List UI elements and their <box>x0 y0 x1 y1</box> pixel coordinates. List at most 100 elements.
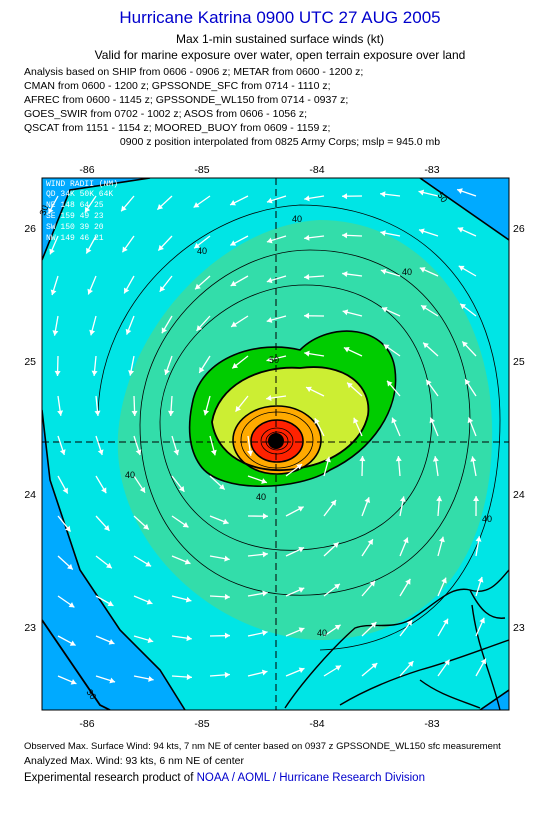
observed-max-wind: Observed Max. Surface Wind: 94 kts, 7 nm… <box>24 741 501 752</box>
wind-arrow-head <box>161 327 167 334</box>
wind-arrow-head <box>262 629 268 636</box>
wind-arrow-head <box>68 602 75 608</box>
credit-prefix: Experimental research product of <box>24 772 197 784</box>
wind-arrow-head <box>121 205 127 212</box>
wind-arrow-head <box>298 587 305 593</box>
wind-arrow-head <box>402 537 409 544</box>
wind-arrow-head <box>106 562 112 569</box>
wind-arrow-head <box>50 289 57 296</box>
wind-arrow-head <box>224 671 230 678</box>
wind-arrow-head <box>59 449 66 455</box>
contour-label: 40 <box>317 628 327 638</box>
wind-arrow-head <box>441 577 447 584</box>
wind-arrow-head <box>458 265 465 272</box>
contour-label: 40 <box>256 492 266 502</box>
wind-arrow-head <box>370 622 377 628</box>
wind-radii-legend: WIND RADII (NM) QD 34K 50K 64K NE 148 64… <box>46 180 118 243</box>
wind-arrow-head <box>247 450 254 456</box>
wind-arrow-head <box>418 228 425 235</box>
wind-arrow-head <box>194 242 200 249</box>
wind-arrow-head <box>109 677 116 684</box>
wind-arrow-head <box>186 635 192 642</box>
wind-arrow-head <box>369 580 376 587</box>
wind-arrow-head <box>353 417 359 424</box>
analysis-line-5: QSCAT from 1151 - 1154 z; MOORED_BUOY fr… <box>24 122 331 134</box>
analysis-line-2: CMAN from 0600 - 1200 z; GPSSONDE_SFC fr… <box>24 80 331 92</box>
analysis-line-4: GOES_SWIR from 0702 - 1002 z; ASOS from … <box>24 108 308 120</box>
wind-arrow-head <box>332 542 339 548</box>
wind-arrow-head <box>359 456 366 462</box>
contour-label: 50 <box>269 355 279 365</box>
wind-arrow-head <box>342 232 348 239</box>
wind-arrow-head <box>52 330 59 336</box>
contour-label: 50 <box>435 190 449 204</box>
wind-arrow-head <box>304 234 310 241</box>
lon-ticks-bottom: -86 -85 -84 -83 <box>79 718 439 730</box>
wind-arrow-head <box>266 197 273 204</box>
wind-arrow-head <box>94 410 101 416</box>
wind-arrow-head <box>230 240 237 246</box>
wind-field-map: -86 -85 -84 -83 -86 -85 -84 -83 26 25 24… <box>24 164 525 730</box>
wind-arrow-head <box>261 669 268 676</box>
legend-row: SE 159 49 23 <box>46 212 104 221</box>
contour-label: 40 <box>197 246 207 256</box>
wind-arrow-head <box>442 618 449 625</box>
lat-ticks-right: 26 25 24 23 <box>513 223 525 634</box>
credit-org-link[interactable]: NOAA / AOML / Hurricane Research Divisio… <box>196 772 425 784</box>
analyzed-max-wind: Analyzed Max. Wind: 93 kts, 6 nm NE of c… <box>24 755 245 767</box>
lon-tick-bottom: -86 <box>79 718 94 730</box>
wind-arrow-head <box>168 410 174 416</box>
wind-arrow-head <box>383 344 390 350</box>
wind-arrow-head <box>122 246 128 253</box>
wind-arrow-head <box>335 665 342 671</box>
legend-row: NE 148 64 25 <box>46 201 104 210</box>
wind-arrow-head <box>107 600 114 606</box>
contour-label: 40 <box>482 514 492 524</box>
wind-arrow-head <box>69 640 76 646</box>
wind-arrow-head <box>342 309 349 316</box>
wind-arrow-head <box>364 497 371 504</box>
wind-arrow-head <box>196 325 203 331</box>
position-note: 0900 z position interpolated from 0825 A… <box>119 136 441 148</box>
wind-arrow-head <box>97 449 104 456</box>
wind-arrow-head <box>157 204 164 210</box>
lon-tick-bottom: -83 <box>424 718 439 730</box>
wind-arrow-head <box>380 230 386 237</box>
wind-arrow-head <box>67 563 73 570</box>
wind-arrow-head <box>381 307 388 313</box>
wind-arrow-head <box>380 268 387 275</box>
wind-arrow-head <box>173 449 180 456</box>
contour-label: 40 <box>292 214 302 224</box>
wind-arrows <box>47 188 487 685</box>
wind-arrow-head <box>49 248 55 255</box>
wind-arrow-head <box>262 513 268 520</box>
wind-arrow-head <box>185 596 192 603</box>
contour-label: 40 <box>125 470 135 480</box>
wind-arrow-head <box>367 539 373 546</box>
wind-arrow-head <box>314 418 320 425</box>
wind-arrow-head <box>224 632 230 639</box>
wind-arrow-head <box>145 561 152 567</box>
wind-arrow-head <box>124 287 130 294</box>
wind-arrow-head <box>139 486 146 493</box>
wind-arrow-head <box>54 370 61 376</box>
wind-arrow-head <box>418 189 425 196</box>
lat-tick-right: 25 <box>513 356 525 368</box>
wind-arrow-head <box>91 370 98 376</box>
wind-arrow-head <box>457 188 463 194</box>
wind-arrow-head <box>230 200 236 206</box>
wind-arrow-head <box>444 659 450 666</box>
wind-arrow-head <box>186 674 192 681</box>
wind-arrow-head <box>475 536 482 542</box>
wind-arrow-head <box>298 627 305 633</box>
lon-tick-top: -83 <box>424 164 439 176</box>
wind-arrow-head <box>203 409 210 416</box>
wind-arrow-head <box>143 523 149 530</box>
wind-arrow-head <box>421 305 427 311</box>
wind-arrow-head <box>108 639 115 645</box>
wind-arrow-head <box>135 449 142 456</box>
wind-arrow-head <box>473 496 480 502</box>
wind-arrow-head <box>371 663 378 669</box>
wind-arrow-head <box>347 382 353 389</box>
wind-arrow-head <box>199 367 205 373</box>
